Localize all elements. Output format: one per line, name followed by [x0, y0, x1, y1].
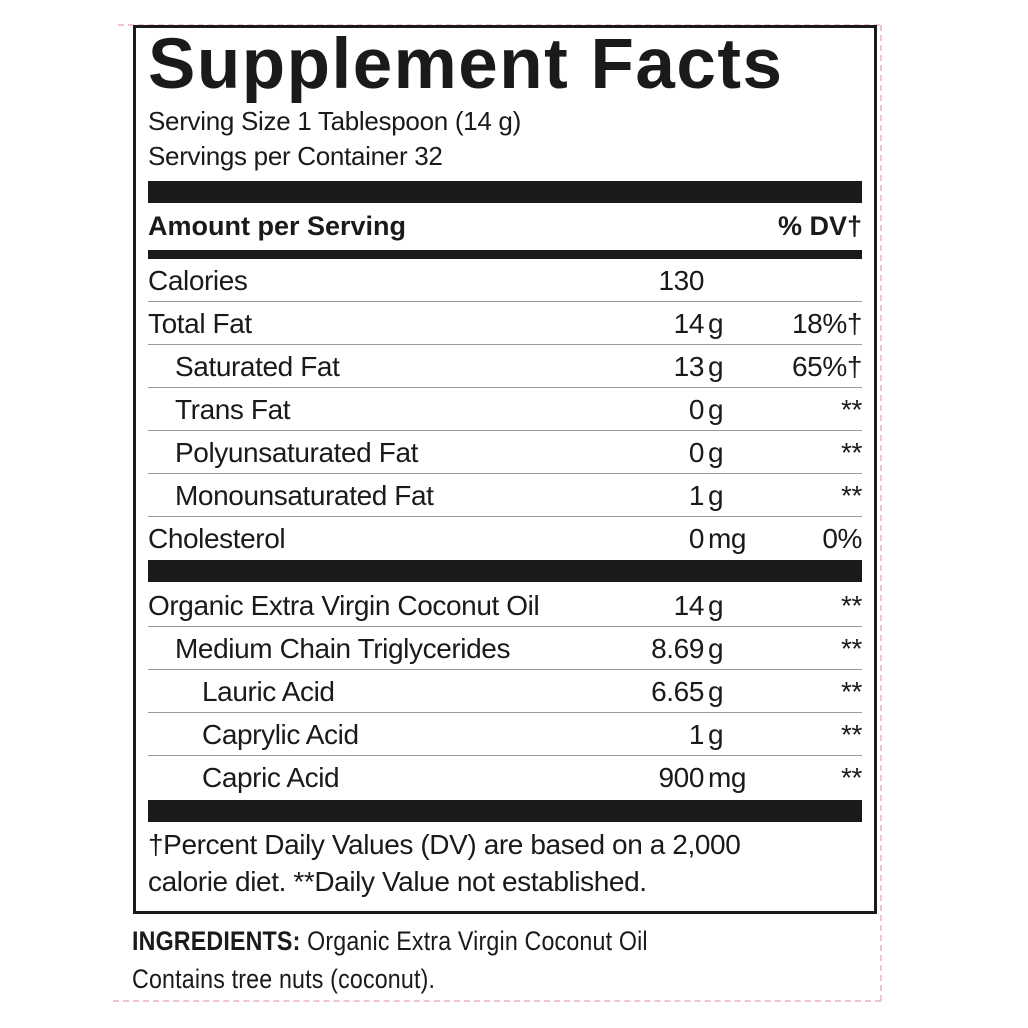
nutrient-name: Monounsaturated Fat: [175, 480, 434, 511]
table-row: Medium Chain Triglycerides 8.69 g **: [148, 627, 862, 670]
amount-value: 13: [673, 351, 705, 382]
table-row: Trans Fat 0 g **: [148, 388, 862, 431]
trim-line-bottom: [113, 1000, 881, 1002]
footnote: †Percent Daily Values (DV) are based on …: [148, 826, 862, 900]
nutrient-name: Polyunsaturated Fat: [175, 437, 418, 468]
nutrient-name: Saturated Fat: [175, 351, 340, 382]
daily-value: **: [841, 590, 862, 621]
table-row: Caprylic Acid 1 g **: [148, 713, 862, 756]
amount-unit: mg: [708, 762, 747, 793]
amount-unit: g: [708, 590, 724, 621]
daily-value: 0%: [822, 523, 862, 554]
amount-unit: g: [708, 633, 724, 664]
nutrient-name: Capric Acid: [202, 762, 340, 793]
amount-unit: g: [708, 480, 724, 511]
table-row: Lauric Acid 6.65 g **: [148, 670, 862, 713]
daily-value: 18%†: [791, 308, 862, 339]
daily-value: **: [841, 676, 862, 707]
amount-value: 0: [688, 437, 705, 468]
nutrient-name: Trans Fat: [175, 394, 291, 425]
amount-unit: g: [708, 437, 724, 468]
medium-divider: [148, 250, 862, 259]
amount-value: 1: [688, 719, 705, 750]
footnote-line: †Percent Daily Values (DV) are based on …: [148, 829, 741, 860]
nutrient-name: Total Fat: [148, 308, 252, 339]
footnote-line: calorie diet. **Daily Value not establis…: [148, 866, 647, 897]
table-row: Organic Extra Virgin Coconut Oil 14 g **: [148, 584, 862, 627]
thick-divider: [148, 181, 862, 203]
table-row: Saturated Fat 13 g 65%†: [148, 345, 862, 388]
amount-value: 0: [688, 523, 705, 554]
daily-value: **: [841, 719, 862, 750]
serving-size: Serving Size 1 Tablespoon (14 g): [148, 106, 521, 136]
ingredients-text: Organic Extra Virgin Coconut Oil: [300, 926, 648, 956]
column-header: Amount per Serving % DV†: [148, 205, 862, 249]
amount-value: 6.65: [651, 676, 704, 707]
nutrient-name: Caprylic Acid: [202, 719, 359, 750]
nutrient-name: Cholesterol: [148, 523, 286, 554]
amount-value: 8.69: [651, 633, 704, 664]
daily-value: **: [841, 437, 862, 468]
allergen-statement: Contains tree nuts (coconut).: [132, 964, 436, 994]
amount-value: 130: [658, 265, 704, 296]
nutrient-list: Calories 130 Total Fat 14 g 18%† Saturated Fat…: [148, 259, 862, 559]
daily-value: **: [841, 633, 862, 664]
daily-value: **: [841, 480, 862, 511]
table-row: Calories 130: [148, 259, 862, 302]
ingredients-statement: INGREDIENTS: Organic Extra Virgin Coconu…: [132, 922, 648, 998]
trim-line-right: [880, 25, 882, 1001]
supplement-facts-panel: Supplement Facts Serving Size 1 Tablespo…: [133, 25, 877, 914]
daily-value: **: [841, 762, 862, 793]
amount-value: 0: [688, 394, 705, 425]
panel-title: Supplement Facts: [148, 25, 784, 104]
other-ingredients-list: Organic Extra Virgin Coconut Oil 14 g ** Med…: [148, 584, 862, 798]
table-row: Cholesterol 0 mg 0%: [148, 517, 862, 559]
ingredients-label: INGREDIENTS:: [132, 926, 301, 956]
amount-unit: mg: [708, 523, 747, 554]
nutrient-name: Calories: [148, 265, 248, 296]
amount-unit: g: [708, 308, 724, 339]
thick-divider: [148, 800, 862, 822]
table-row: Capric Acid 900 mg **: [148, 756, 862, 798]
nutrient-name: Lauric Acid: [202, 676, 335, 707]
daily-value: 65%†: [791, 351, 862, 382]
amount-unit: g: [708, 676, 724, 707]
nutrient-name: Medium Chain Triglycerides: [175, 633, 511, 664]
table-row: Polyunsaturated Fat 0 g **: [148, 431, 862, 474]
amount-value: 1: [688, 480, 705, 511]
amount-value: 900: [658, 762, 704, 793]
table-row: Total Fat 14 g 18%†: [148, 302, 862, 345]
daily-value: **: [841, 394, 862, 425]
table-row: Monounsaturated Fat 1 g **: [148, 474, 862, 517]
amount-unit: g: [708, 394, 724, 425]
servings-per-container: Servings per Container 32: [148, 141, 443, 171]
amount-value: 14: [673, 590, 705, 621]
thick-divider: [148, 560, 862, 582]
amount-unit: g: [708, 719, 724, 750]
amount-value: 14: [673, 308, 705, 339]
dv-label: % DV†: [777, 211, 862, 241]
amount-per-serving-label: Amount per Serving: [148, 211, 407, 241]
nutrient-name: Organic Extra Virgin Coconut Oil: [148, 590, 540, 621]
amount-unit: g: [708, 351, 724, 382]
